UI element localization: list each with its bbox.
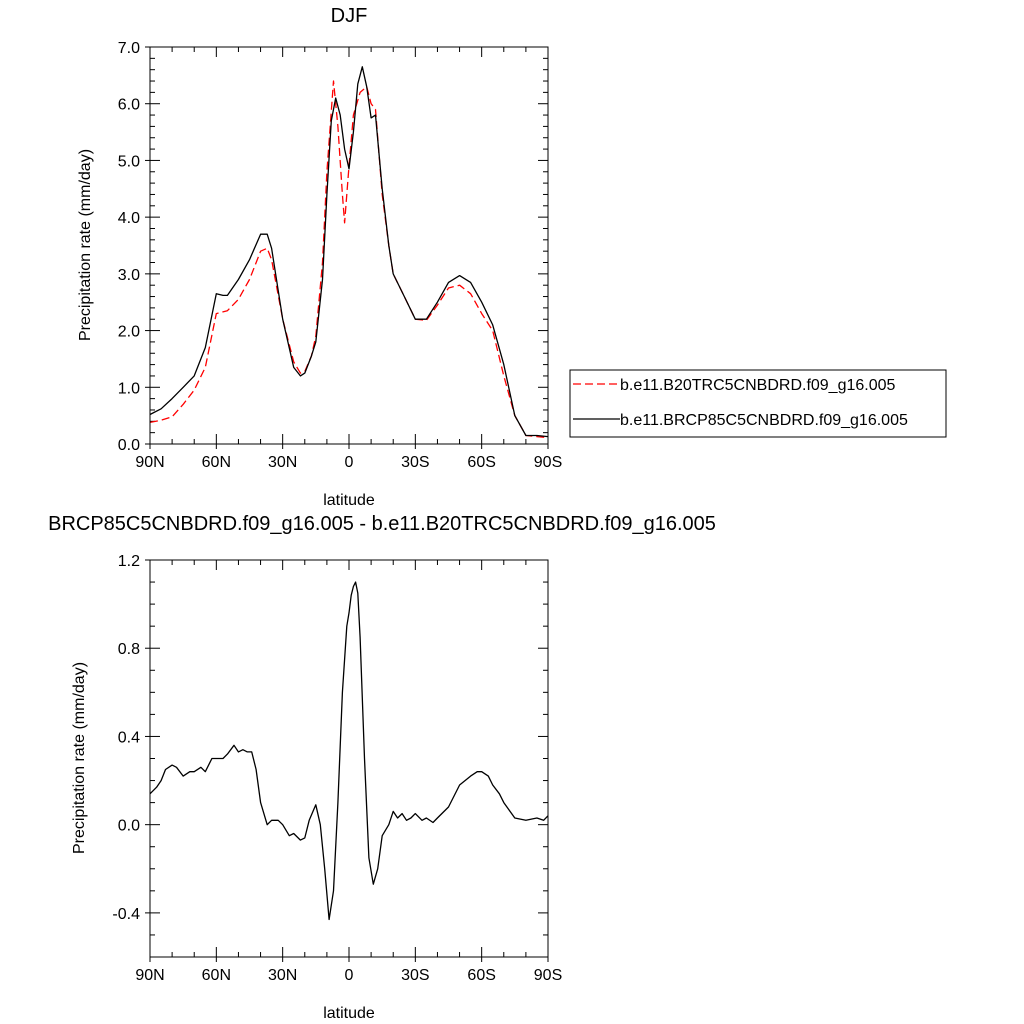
bottom-x-axis-title: latitude — [323, 1005, 375, 1022]
bottom-y-tick-label: 0.8 — [118, 641, 140, 658]
bottom-x-tick-label: 0 — [345, 967, 354, 984]
top-plot-frame — [149, 46, 549, 445]
top-series-lines — [149, 66, 549, 438]
top-y-tick-label: 0.0 — [118, 437, 140, 454]
bottom-x-tick-label: 30N — [268, 967, 297, 984]
top-y-tick-label: 6.0 — [118, 97, 140, 114]
bottom-x-tick-label: 30S — [401, 967, 429, 984]
top-x-tick-label: 30S — [401, 454, 429, 471]
legend: b.e11.B20TRC5CNBDRD.f09_g16.005 b.e11.BR… — [569, 369, 947, 438]
bottom-y-tick-label: 1.2 — [118, 553, 140, 570]
bottom-plot-frame — [149, 559, 549, 958]
top-x-tick-label: 0 — [345, 454, 354, 471]
top-x-tick-label: 30N — [268, 454, 297, 471]
bottom-series-line-0 — [149, 581, 549, 921]
top-y-tick-label: 7.0 — [118, 40, 140, 57]
top-x-axis-title: latitude — [323, 492, 375, 509]
bottom-y-tick-label: 0.0 — [118, 818, 140, 835]
top-chart-title: DJF — [331, 5, 368, 27]
legend-label-b20trc5: b.e11.B20TRC5CNBDRD.f09_g16.005 — [620, 377, 896, 394]
bottom-x-tick-label: 90N — [135, 967, 164, 984]
top-y-tick-label: 3.0 — [118, 267, 140, 284]
bottom-y-tick-label: 0.4 — [118, 729, 140, 746]
bottom-panel: BRCP85C5CNBDRD.f09_g16.005 - b.e11.B20TR… — [48, 513, 716, 1022]
bottom-y-tick-label: -0.4 — [112, 906, 140, 923]
top-series-line-1 — [149, 66, 549, 438]
legend-box — [569, 369, 947, 438]
bottom-y-axis-title: Precipitation rate (mm/day) — [71, 662, 88, 854]
bottom-axis-ticks: 90N 60N 30N 0 30S 60S 90S -0.4 0.0 0.4 0.8 1.2 — [112, 553, 562, 984]
top-y-tick-label: 1.0 — [118, 380, 140, 397]
bottom-series-lines — [149, 581, 549, 921]
legend-label-brcp85: b.e11.BRCP85C5CNBDRD.f09_g16.005 — [620, 412, 908, 429]
top-x-tick-label: 60S — [467, 454, 495, 471]
top-y-tick-label: 2.0 — [118, 324, 140, 341]
top-panel: DJF latitude Precipitation rate (mm/day)… — [77, 5, 562, 509]
bottom-x-tick-label: 60N — [202, 967, 231, 984]
top-y-axis-title: Precipitation rate (mm/day) — [77, 149, 94, 341]
top-axis-ticks: 90N 60N 30N 0 30S 60S 90S 0.0 1.0 2.0 3.0 4.0 5.0 6.0… — [118, 40, 562, 471]
top-x-tick-label: 90S — [534, 454, 562, 471]
top-series-line-0 — [149, 80, 548, 438]
top-x-tick-label: 90N — [135, 454, 164, 471]
top-y-tick-label: 4.0 — [118, 210, 140, 227]
top-y-tick-label: 5.0 — [118, 153, 140, 170]
bottom-x-tick-label: 60S — [467, 967, 495, 984]
bottom-x-tick-label: 90S — [534, 967, 562, 984]
bottom-chart-title: BRCP85C5CNBDRD.f09_g16.005 - b.e11.B20TR… — [48, 513, 716, 535]
top-x-tick-label: 60N — [202, 454, 231, 471]
